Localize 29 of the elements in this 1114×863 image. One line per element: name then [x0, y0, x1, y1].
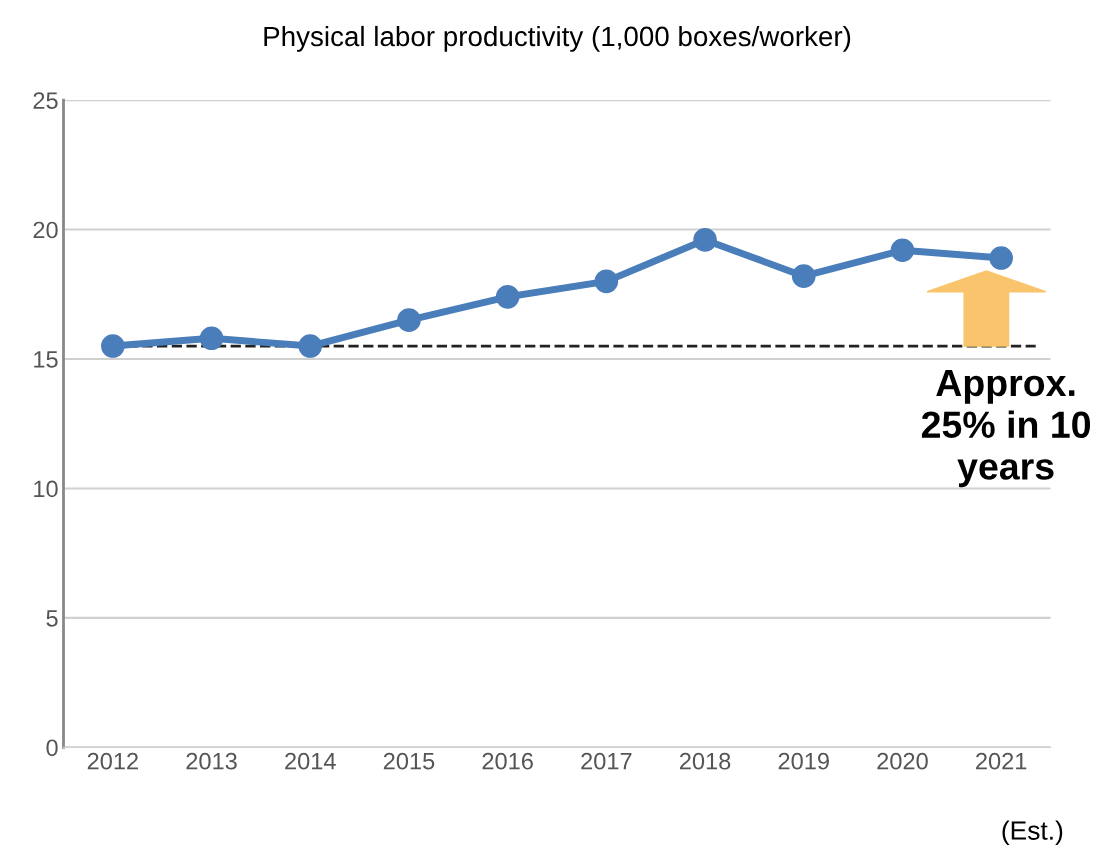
- x-tick-label: 2021: [976, 752, 1027, 770]
- point: [101, 334, 125, 358]
- chart-title: Physical labor productivity (1,000 boxes/worker): [264, 25, 851, 52]
- point: [791, 264, 816, 288]
- y-tick-label: 15: [34, 351, 58, 368]
- point: [298, 334, 323, 358]
- point: [693, 228, 717, 252]
- y-tick-label: 0: [46, 739, 58, 757]
- y-tick-label: 25: [33, 92, 58, 109]
- x-tick-label: 2017: [581, 752, 632, 770]
- point: [989, 246, 1013, 270]
- y-tick-label: 5: [46, 610, 58, 627]
- x-tick-label: 2016: [482, 752, 533, 770]
- y-tick-label: 10: [34, 480, 58, 498]
- x-tick-label: 2018: [679, 752, 731, 770]
- x-tick-label: 2012: [87, 752, 138, 770]
- x-tick-label: 2014: [285, 752, 336, 770]
- annotation: Approx. 25% in 10 years: [921, 370, 1091, 488]
- y-tick-label: 20: [33, 221, 58, 239]
- point: [594, 269, 619, 294]
- x-tick-label: 2015: [383, 752, 435, 770]
- text: (Est.): [1002, 820, 1063, 846]
- point: [890, 238, 915, 263]
- x-tick-label: 2013: [186, 752, 237, 770]
- point: [199, 326, 224, 351]
- point: [397, 308, 421, 332]
- x-tick-label: 2019: [778, 752, 829, 770]
- x-tick-label: 2020: [877, 752, 928, 770]
- point: [495, 285, 520, 309]
